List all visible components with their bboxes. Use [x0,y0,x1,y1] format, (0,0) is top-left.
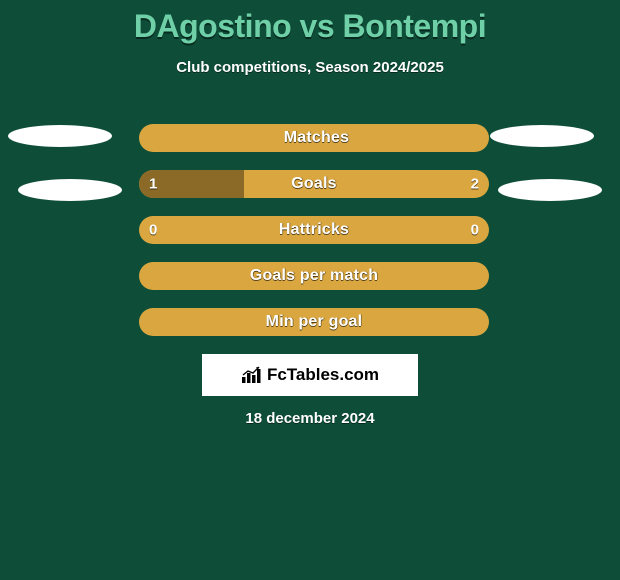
stat-bar-label: Hattricks [139,221,489,239]
stat-bar-label: Goals per match [139,267,489,285]
side-ellipse-left2 [18,179,122,201]
bar-chart-icon [241,366,263,384]
stat-bar-value-left: 0 [149,222,157,239]
brand-text: FcTables.com [267,365,379,385]
side-ellipse-right1 [490,125,594,147]
stat-bar: Goals1 2 [139,170,489,198]
stat-bar: Goals per match [139,262,489,290]
page-subtitle: Club competitions, Season 2024/2025 [0,59,620,76]
side-ellipse-right2 [498,179,602,201]
brand-badge: FcTables.com [202,354,418,396]
stat-bar-value-right: 2 [471,176,479,193]
stat-bar: Min per goal [139,308,489,336]
stat-bar-label: Matches [144,129,489,147]
stat-bar-value-left: 1 [149,176,157,193]
date-text: 18 december 2024 [0,410,620,427]
brand-inner: FcTables.com [241,365,379,385]
stat-bar: Hattricks0 0 [139,216,489,244]
stat-bar-label: Min per goal [139,313,489,331]
page-title: DAgostino vs Bontempi [0,0,620,45]
side-ellipse-left1 [8,125,112,147]
stat-bar: Matches [139,124,489,152]
stat-bar-value-right: 0 [471,222,479,239]
stat-bar-label: Goals [139,175,489,193]
